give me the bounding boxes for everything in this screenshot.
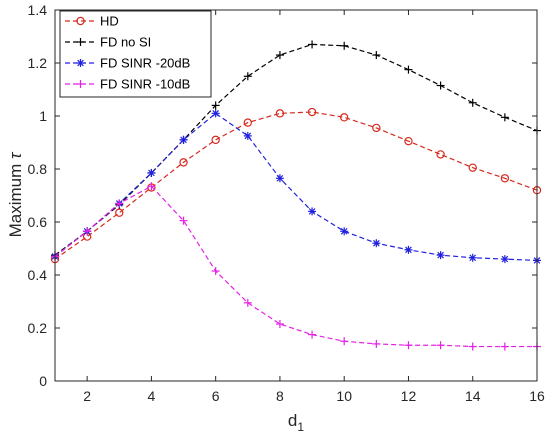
data-point	[179, 135, 188, 144]
data-point	[500, 113, 509, 122]
legend-label: FD SINR -10dB	[100, 77, 190, 92]
data-point	[179, 216, 188, 225]
y-axis-label-symbol: τ	[6, 151, 25, 159]
x-tick-label: 12	[401, 388, 417, 404]
data-point	[372, 51, 381, 60]
data-point	[436, 341, 445, 350]
legend-marker	[76, 59, 85, 67]
data-point	[115, 199, 124, 208]
x-tick-label: 16	[529, 388, 545, 404]
y-tick-label: 0.8	[28, 161, 48, 177]
data-point	[179, 158, 188, 167]
data-point	[500, 255, 509, 264]
y-tick-label: 0.6	[28, 214, 48, 230]
data-point	[468, 98, 477, 107]
data-point	[468, 253, 477, 262]
y-tick-label: 0.2	[28, 320, 48, 336]
data-point	[147, 168, 156, 177]
series-line	[54, 111, 538, 260]
data-point	[308, 330, 317, 339]
x-tick-label: 14	[465, 388, 481, 404]
data-point	[436, 150, 445, 159]
legend-marker	[76, 16, 85, 26]
data-point	[404, 65, 413, 74]
data-point	[211, 135, 220, 145]
data-point	[275, 174, 284, 183]
data-point	[436, 81, 445, 90]
legend-marker	[76, 38, 85, 46]
legend-item: FD SINR -10dB	[65, 77, 190, 92]
data-point	[468, 342, 477, 351]
data-point	[211, 267, 220, 276]
legend: HD FD no SI FD SINR -20dB FD SINR -10dB	[59, 10, 212, 98]
y-tick-label: 1	[39, 108, 47, 124]
data-point	[147, 182, 156, 191]
legend-item: FD SINR -20dB	[65, 56, 190, 71]
legend-marker	[76, 80, 85, 88]
legend-item: HD	[65, 14, 119, 29]
data-point	[243, 72, 252, 81]
x-tick-label: 8	[276, 388, 284, 404]
plot-frame	[54, 9, 538, 382]
data-point	[500, 174, 510, 183]
data-point	[275, 51, 284, 60]
x-axis-label-subscript: 1	[297, 420, 304, 434]
data-point	[243, 118, 252, 127]
legend-box	[59, 10, 212, 98]
series-line	[54, 112, 538, 262]
data-point	[115, 208, 124, 217]
data-point	[308, 40, 317, 49]
y-tick-label: 1.2	[28, 55, 48, 71]
data-point	[211, 101, 220, 110]
data-point	[404, 341, 413, 350]
x-axis-label: d1	[288, 411, 304, 434]
data-point	[340, 227, 349, 236]
x-tick-label: 6	[212, 388, 220, 404]
data-point	[243, 298, 252, 307]
y-tick-label: 1.4	[28, 2, 48, 18]
data-point	[308, 207, 317, 216]
data-point	[404, 136, 413, 146]
data-point	[372, 239, 381, 248]
legend-label: FD no SI	[100, 35, 151, 50]
data-point	[404, 245, 413, 254]
data-point	[243, 131, 252, 140]
data-point	[307, 107, 317, 117]
data-point	[500, 342, 509, 351]
data-point	[275, 320, 284, 329]
x-tick-label: 10	[336, 388, 352, 404]
legend-item: FD no SI	[65, 35, 151, 50]
data-point	[372, 123, 381, 133]
y-tick-label: 0.4	[28, 267, 48, 283]
data-point	[468, 163, 477, 172]
data-point	[436, 251, 445, 260]
y-axis-label: Maximum τ	[6, 151, 25, 237]
legend-label: FD SINR -20dB	[100, 56, 190, 71]
data-point	[340, 113, 349, 122]
x-axis-label-main: d	[288, 411, 297, 430]
series-line	[54, 185, 537, 348]
y-tick-label: 0	[39, 373, 47, 389]
series-layer	[50, 40, 542, 351]
ticks-layer: 2 4 6 8 10 12 14 16 0 0.2 0.4 0.6 0.8 1 1.2 1.4	[28, 2, 545, 404]
data-point	[372, 339, 381, 348]
x-tick-label: 2	[83, 388, 91, 404]
legend-label: HD	[100, 14, 119, 29]
data-point	[340, 337, 349, 346]
y-axis-label-main: Maximum	[6, 159, 25, 237]
data-point	[83, 227, 92, 236]
data-point	[340, 41, 349, 50]
x-tick-label: 4	[148, 388, 156, 404]
data-point	[211, 109, 220, 118]
data-point	[275, 109, 285, 118]
